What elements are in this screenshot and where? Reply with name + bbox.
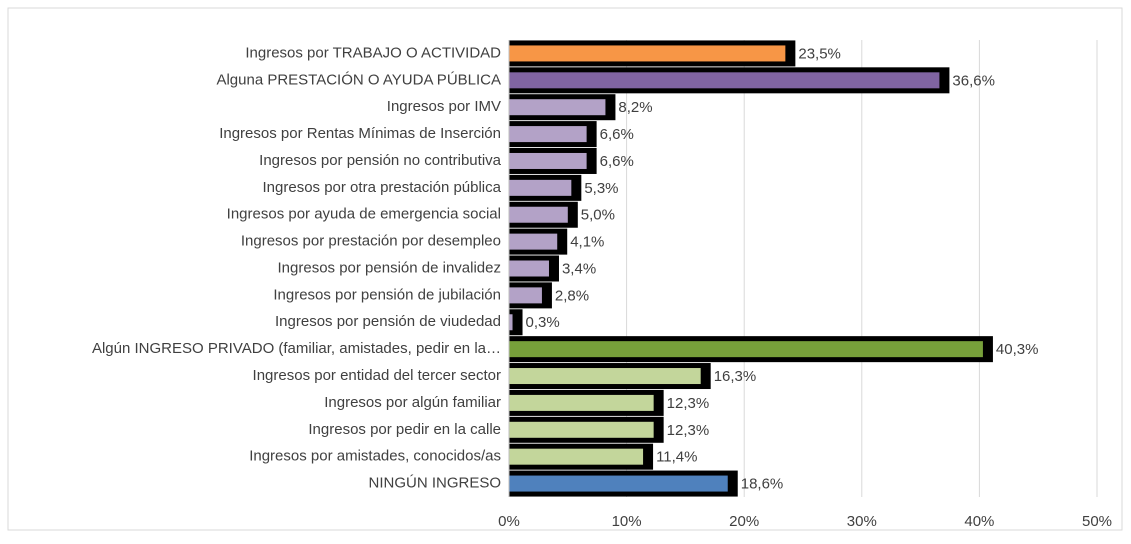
y-tick-label: Ingresos por entidad del tercer sector	[253, 367, 501, 384]
value-label: 4,1%	[570, 234, 604, 251]
y-tick-label: Ingresos por prestación por desempleo	[241, 233, 501, 250]
y-tick-label: Ingresos por pedir en la calle	[308, 421, 501, 438]
y-tick-label: Alguna PRESTACIÓN O AYUDA PÚBLICA	[216, 71, 501, 88]
y-tick-label: NINGÚN INGRESO	[368, 475, 501, 492]
y-tick-label: Ingresos por pensión de invalidez	[278, 259, 501, 276]
x-tick-label: 40%	[964, 513, 994, 530]
chart-frame	[7, 7, 1123, 531]
x-tick-label: 0%	[498, 513, 520, 530]
value-label: 5,3%	[584, 180, 618, 197]
y-tick-label: Ingresos por amistades, conocidos/as	[249, 448, 501, 465]
value-label: 12,3%	[667, 395, 710, 412]
bar	[509, 233, 558, 250]
bar	[509, 126, 587, 143]
x-tick-label: 10%	[612, 513, 642, 530]
value-label: 23,5%	[798, 45, 841, 62]
x-tick-label: 30%	[847, 513, 877, 530]
y-tick-label: Ingresos por algún familiar	[324, 394, 501, 411]
bar	[509, 287, 542, 304]
bar	[509, 421, 654, 438]
x-tick-label: 50%	[1082, 513, 1112, 530]
bar	[509, 341, 983, 358]
value-label: 5,0%	[581, 207, 615, 224]
y-tick-label: Ingresos por otra prestación pública	[263, 179, 502, 196]
value-label: 36,6%	[952, 72, 995, 89]
value-label: 40,3%	[996, 341, 1039, 358]
bar	[509, 475, 728, 492]
bar	[509, 368, 701, 385]
value-label: 18,6%	[741, 476, 784, 493]
y-tick-label: Ingresos por TRABAJO O ACTIVIDAD	[245, 44, 501, 61]
bar	[509, 448, 644, 465]
y-tick-label: Ingresos por pensión de jubilación	[273, 286, 501, 303]
value-label: 0,3%	[526, 314, 560, 331]
y-tick-label: Ingresos por pensión no contributiva	[259, 152, 501, 169]
y-tick-label: Ingresos por Rentas Mínimas de Inserción	[219, 125, 501, 142]
y-tick-label: Algún INGRESO PRIVADO (familiar, amistad…	[92, 340, 501, 357]
bar	[509, 152, 587, 169]
value-label: 12,3%	[667, 422, 710, 439]
bar	[509, 179, 572, 196]
bar	[509, 99, 606, 116]
value-label: 11,4%	[656, 449, 697, 466]
bar	[509, 394, 654, 411]
y-tick-label: Ingresos por ayuda de emergencia social	[227, 206, 501, 223]
value-label: 6,6%	[600, 153, 634, 170]
bar	[509, 314, 513, 331]
bar	[509, 260, 549, 277]
x-tick-label: 20%	[729, 513, 759, 530]
value-label: 16,3%	[714, 368, 757, 385]
y-tick-label: Ingresos por IMV	[387, 98, 501, 115]
value-label: 6,6%	[600, 126, 634, 143]
value-label: 2,8%	[555, 287, 589, 304]
y-tick-label: Ingresos por pensión de viudedad	[275, 313, 501, 330]
value-label: 8,2%	[618, 99, 652, 116]
bar	[509, 206, 568, 223]
bar	[509, 45, 786, 62]
bar	[509, 72, 940, 89]
value-label: 3,4%	[562, 260, 596, 277]
